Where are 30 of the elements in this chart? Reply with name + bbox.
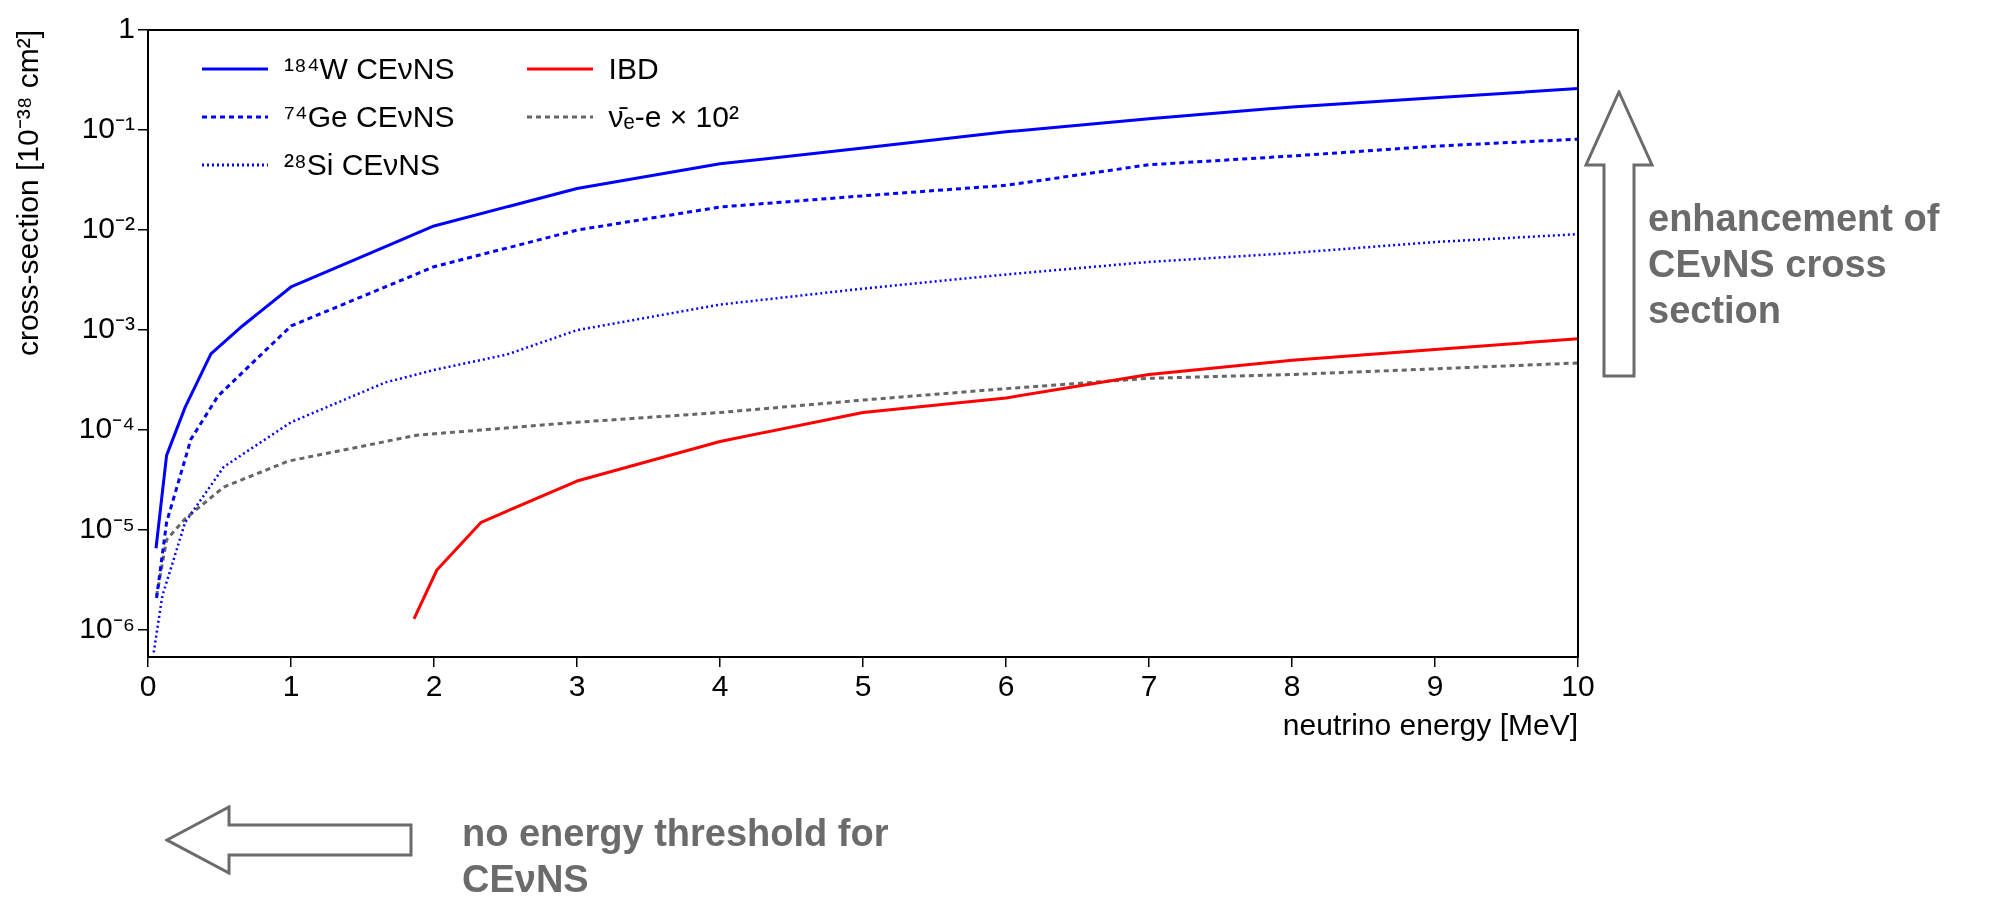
- x-tick-label: 5: [854, 669, 872, 703]
- line-series: [155, 137, 1578, 600]
- line-series: [155, 361, 1578, 598]
- x-tick-label: 9: [1426, 669, 1444, 703]
- y-tick-label: 10⁻¹: [81, 111, 136, 145]
- legend-label: ⁷⁴Ge CEνNS: [284, 100, 455, 134]
- legend-label: ν̄ₑ-e × 10²: [608, 100, 739, 134]
- text: enhancement of CEνNS cross section: [1648, 196, 1941, 333]
- legend-label: IBD: [608, 52, 659, 86]
- x-axis-title: neutrino energy [MeV]: [1282, 708, 1578, 742]
- x-tick-label: 8: [1283, 669, 1301, 703]
- x-tick-label: 0: [139, 669, 157, 703]
- y-tick-label: 10⁻⁶: [79, 611, 135, 645]
- x-tick-label: 7: [1140, 669, 1158, 703]
- legend-label: ²⁸Si CEνNS: [284, 148, 441, 182]
- y-tick-label: 10⁻²: [81, 211, 136, 245]
- y-tick-label: 10⁻³: [81, 311, 136, 345]
- x-tick-label: 4: [711, 669, 729, 703]
- y-tick-label: 10⁻⁴: [78, 411, 135, 445]
- x-tick-label: 2: [425, 669, 443, 703]
- line-series: [152, 232, 1578, 654]
- x-tick-label: 6: [997, 669, 1015, 703]
- x-tick-label: 3: [568, 669, 586, 703]
- x-tick-label: 10: [1561, 669, 1595, 703]
- y-tick-label: 1: [118, 11, 135, 45]
- legend-label: ¹⁸⁴W CEνNS: [284, 52, 455, 86]
- y-axis-title: cross-section [10⁻³⁸ cm²]: [11, 30, 45, 357]
- text: no energy threshold for CEνNS: [462, 811, 890, 902]
- x-tick-label: 1: [282, 669, 300, 703]
- y-tick-label: 10⁻⁵: [79, 511, 135, 545]
